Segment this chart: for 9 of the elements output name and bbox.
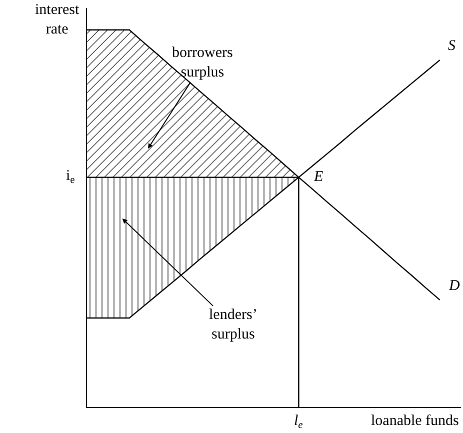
text: i$_{e}$ [66, 168, 76, 186]
x-axis-title: loanable funds [371, 413, 460, 429]
y-axis-title: interest rate [35, 2, 80, 38]
annotation: lenders’ surplus [209, 307, 258, 342]
annotation: borrowers surplus [172, 45, 233, 80]
annotation: E [313, 169, 324, 185]
series-label: D [448, 278, 460, 294]
text: l$_{e}$ [294, 413, 304, 432]
series-label: S [448, 38, 456, 54]
